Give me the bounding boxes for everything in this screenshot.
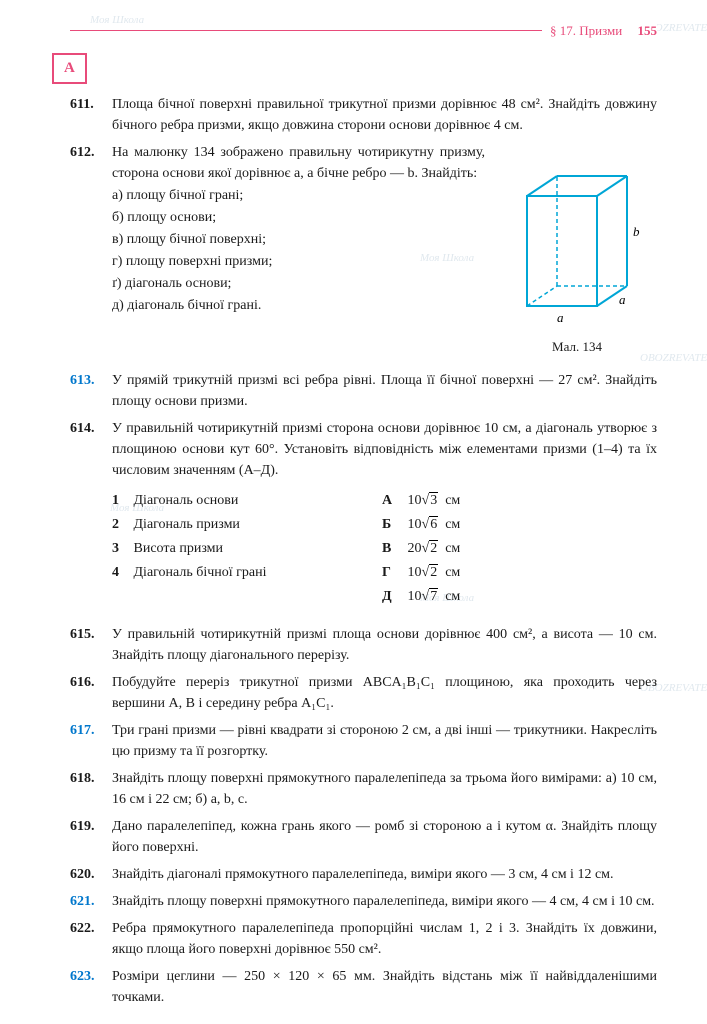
problem-text: Три грані призми — рівні квадрати зі сто…: [112, 720, 657, 762]
problem: 622.Ребра прямокутного паралелепіпеда пр…: [70, 918, 657, 960]
problem-text: Побудуйте переріз трикутної призми ABCA₁…: [112, 672, 657, 714]
match-left-item: 4 Діагональ бічної грані: [112, 562, 342, 583]
problem-body: У правильній чотирикутній призмі сторона…: [112, 421, 657, 478]
problem: 615.У правильній чотирикутній призмі пло…: [70, 624, 657, 666]
problem: 612. a a b Мал. 134 На малюнку 134 зображ…: [70, 142, 657, 365]
problem: 619.Дано паралелепіпед, кожна грань яког…: [70, 816, 657, 858]
match-left-item: 2 Діагональ призми: [112, 514, 342, 535]
problem-number: 611.: [70, 94, 112, 136]
match-right-col: А 103 см Б 106 см В 202 см Г 102 см Д 107 см: [342, 487, 657, 610]
problem-body: Знайдіть площу поверхні прямокутного пар…: [112, 771, 657, 807]
problem-text: У правильній чотирикутній призмі сторона…: [112, 418, 657, 618]
problem: 616.Побудуйте переріз трикутної призми A…: [70, 672, 657, 714]
problem-body: У правильній чотирикутній призмі площа о…: [112, 627, 657, 663]
level-badge: А: [52, 53, 87, 84]
problem-text: Знайдіть площу поверхні прямокутного пар…: [112, 768, 657, 810]
problem-number: 616.: [70, 672, 112, 714]
figure-caption: Мал. 134: [497, 337, 657, 357]
problem-body: Ребра прямокутного паралелепіпеда пропор…: [112, 921, 657, 957]
problems-list: 611.Площа бічної поверхні правильної три…: [70, 94, 657, 1009]
svg-text:a: a: [619, 292, 626, 307]
problem-number: 614.: [70, 418, 112, 618]
match-right-item: В 202 см: [382, 538, 657, 559]
problem-body: Три грані призми — рівні квадрати зі сто…: [112, 723, 657, 759]
problem-number: 618.: [70, 768, 112, 810]
problem: 618.Знайдіть площу поверхні прямокутного…: [70, 768, 657, 810]
problem-text: Знайдіть площу поверхні прямокутного пар…: [112, 891, 657, 912]
match-right-item: Д 107 см: [382, 586, 657, 607]
problem-body: Площа бічної поверхні правильної трикутн…: [112, 97, 657, 133]
problem-text: Площа бічної поверхні правильної трикутн…: [112, 94, 657, 136]
match-right-item: Б 106 см: [382, 514, 657, 535]
match-left-item: 1 Діагональ основи: [112, 490, 342, 511]
problem: 611.Площа бічної поверхні правильної три…: [70, 94, 657, 136]
problem-body: Знайдіть діагоналі прямокутного паралеле…: [112, 867, 614, 882]
problem-body: Знайдіть площу поверхні прямокутного пар…: [112, 894, 655, 909]
svg-text:a: a: [557, 310, 564, 325]
problem: 621.Знайдіть площу поверхні прямокутного…: [70, 891, 657, 912]
problem-text: a a b Мал. 134 На малюнку 134 зображено п…: [112, 142, 657, 365]
svg-text:b: b: [633, 224, 640, 239]
figure-prism: a a b Мал. 134: [497, 146, 657, 357]
problem-number: 617.: [70, 720, 112, 762]
problem-text: Розміри цеглини — 250 × 120 × 65 мм. Зна…: [112, 966, 657, 1008]
problem-number: 621.: [70, 891, 112, 912]
page-number: 155: [638, 23, 658, 38]
problem-number: 620.: [70, 864, 112, 885]
match-right-item: Г 102 см: [382, 562, 657, 583]
problem-number: 623.: [70, 966, 112, 1008]
problem-number: 619.: [70, 816, 112, 858]
match-left-item: 3 Висота призми: [112, 538, 342, 559]
problem-body: Розміри цеглини — 250 × 120 × 65 мм. Зна…: [112, 969, 657, 1005]
header-text: § 17. Призми 155: [542, 21, 657, 41]
problem-text: Знайдіть діагоналі прямокутного паралеле…: [112, 864, 657, 885]
match-left-col: 1 Діагональ основи 2 Діагональ призми 3 Ви…: [112, 487, 342, 610]
problem: 614.У правильній чотирикутній призмі сто…: [70, 418, 657, 618]
problem-text: У правильній чотирикутній призмі площа о…: [112, 624, 657, 666]
problem: 613.У прямій трикутній призмі всі ребра …: [70, 370, 657, 412]
problem-text: Ребра прямокутного паралелепіпеда пропор…: [112, 918, 657, 960]
problem-number: 622.: [70, 918, 112, 960]
prism-svg: a a b: [507, 146, 647, 326]
match-table: 1 Діагональ основи 2 Діагональ призми 3 Ви…: [112, 487, 657, 610]
match-right-item: А 103 см: [382, 490, 657, 511]
watermark: Моя Школа: [90, 12, 144, 29]
problem: 620.Знайдіть діагоналі прямокутного пара…: [70, 864, 657, 885]
problem-body: Побудуйте переріз трикутної призми ABCA₁…: [112, 675, 657, 711]
problem-number: 615.: [70, 624, 112, 666]
problem-body: У прямій трикутній призмі всі ребра рівн…: [112, 373, 657, 409]
section-ref: § 17. Призми: [550, 23, 622, 38]
problem-text: Дано паралелепіпед, кожна грань якого — …: [112, 816, 657, 858]
header-rule: § 17. Призми 155: [70, 30, 657, 31]
problem-body: Дано паралелепіпед, кожна грань якого — …: [112, 819, 657, 855]
problem-number: 613.: [70, 370, 112, 412]
problem-body: На малюнку 134 зображено правильну чотир…: [112, 145, 485, 181]
problem-text: У прямій трикутній призмі всі ребра рівн…: [112, 370, 657, 412]
problem: 623.Розміри цеглини — 250 × 120 × 65 мм.…: [70, 966, 657, 1008]
problem: 617.Три грані призми — рівні квадрати зі…: [70, 720, 657, 762]
problem-number: 612.: [70, 142, 112, 365]
